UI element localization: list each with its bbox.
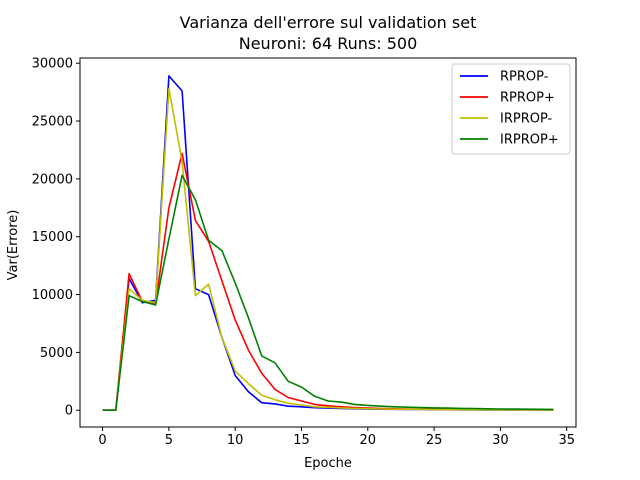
y-tick-label: 10000	[32, 288, 73, 303]
x-tick-label: 20	[360, 433, 377, 448]
y-tick-label: 30000	[32, 57, 73, 72]
legend-label: IRPROP-	[500, 112, 553, 127]
x-axis-ticks: 0 5 10 15 20 25 30 35	[98, 427, 575, 448]
x-tick-label: 35	[558, 433, 575, 448]
legend-label: RPROP+	[500, 91, 555, 106]
legend: RPROP- RPROP+ IRPROP- IRPROP+	[451, 63, 571, 155]
axes-frame	[79, 57, 577, 428]
legend-label: IRPROP+	[500, 133, 559, 148]
y-axis-ticks: 0 5000 10000 15000 20000 25000 30000	[32, 57, 80, 419]
legend-box	[451, 63, 571, 155]
y-tick-label: 15000	[32, 230, 73, 245]
x-tick-label: 10	[227, 433, 244, 448]
chart-title: Varianza dell'errore sul validation set	[180, 13, 477, 32]
chart-subtitle: Neuroni: 64 Runs: 500	[239, 34, 418, 53]
series-line-rpropplus	[102, 152, 554, 412]
x-axis-label: Epoche	[304, 456, 352, 471]
y-axis-label: Var(Errore)	[6, 210, 21, 281]
x-tick-label: 25	[426, 433, 443, 448]
x-tick-label: 30	[492, 433, 509, 448]
y-tick-label: 20000	[32, 172, 73, 187]
y-tick-label: 5000	[40, 346, 73, 361]
x-tick-label: 5	[165, 433, 173, 448]
y-tick-label: 0	[65, 404, 73, 419]
x-tick-label: 15	[293, 433, 310, 448]
plot-lines	[102, 75, 554, 412]
series-line-irpropminus	[102, 87, 554, 412]
legend-label: RPROP-	[500, 70, 549, 85]
x-tick-label: 0	[98, 433, 106, 448]
y-tick-label: 25000	[32, 115, 73, 130]
series-line-irpropplus	[102, 174, 554, 412]
